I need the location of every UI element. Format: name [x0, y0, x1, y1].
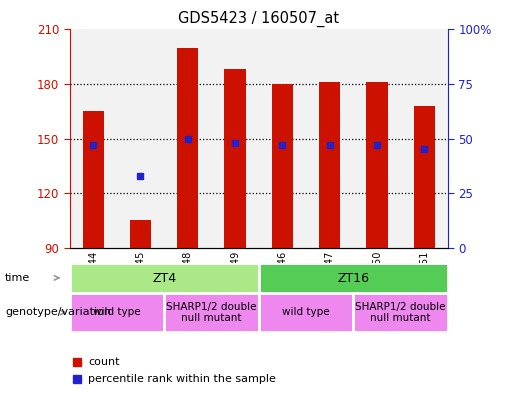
- Text: wild type: wild type: [93, 307, 141, 318]
- Bar: [353, 29, 401, 248]
- Bar: [164, 29, 212, 248]
- Text: SHARP1/2 double
null mutant: SHARP1/2 double null mutant: [166, 302, 256, 323]
- Text: count: count: [89, 356, 120, 367]
- Text: ZT16: ZT16: [337, 272, 369, 285]
- Bar: [414, 106, 435, 248]
- Bar: [212, 29, 259, 248]
- Bar: [70, 29, 117, 248]
- Bar: [164, 293, 259, 332]
- Text: ZT4: ZT4: [152, 272, 176, 285]
- Text: percentile rank within the sample: percentile rank within the sample: [89, 374, 277, 384]
- Bar: [367, 82, 388, 248]
- Bar: [319, 82, 340, 248]
- Bar: [70, 293, 164, 332]
- Text: genotype/variation: genotype/variation: [5, 307, 111, 318]
- Bar: [177, 48, 198, 248]
- Bar: [272, 84, 293, 248]
- Title: GDS5423 / 160507_at: GDS5423 / 160507_at: [178, 11, 339, 27]
- Text: wild type: wild type: [282, 307, 330, 318]
- Text: time: time: [5, 273, 30, 283]
- Bar: [225, 70, 246, 248]
- Bar: [259, 263, 448, 293]
- Bar: [82, 111, 104, 248]
- Bar: [70, 263, 259, 293]
- Bar: [259, 293, 353, 332]
- Bar: [117, 29, 164, 248]
- Bar: [130, 220, 151, 248]
- Bar: [353, 293, 448, 332]
- Bar: [306, 29, 353, 248]
- Bar: [259, 29, 306, 248]
- Text: SHARP1/2 double
null mutant: SHARP1/2 double null mutant: [355, 302, 446, 323]
- Bar: [401, 29, 448, 248]
